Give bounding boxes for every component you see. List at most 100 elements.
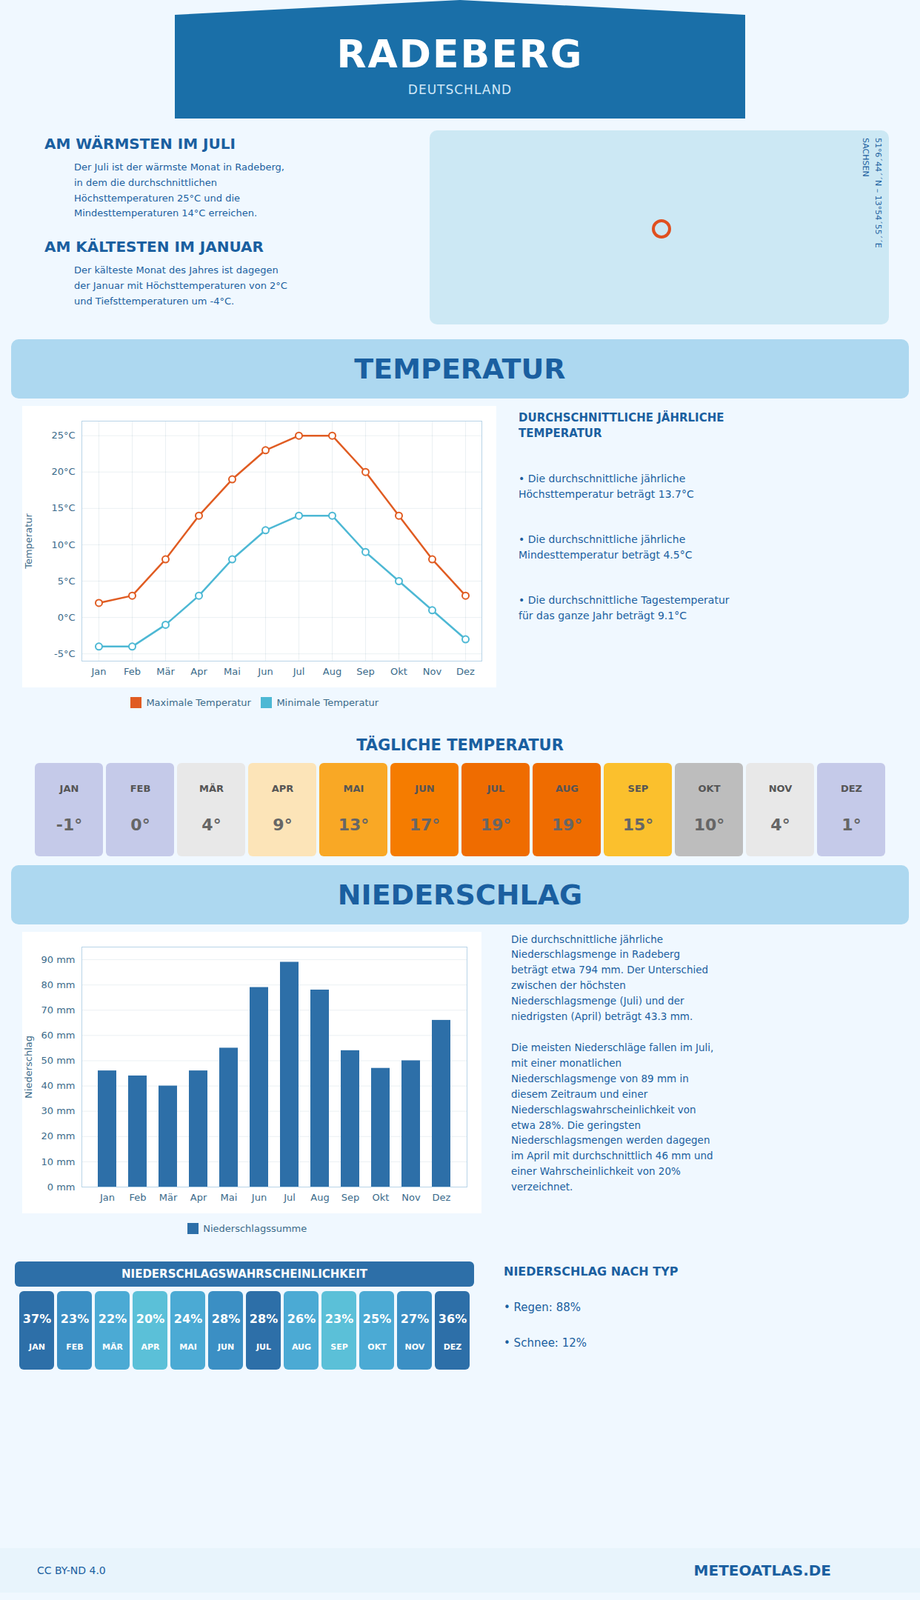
svg-text:9°: 9°: [272, 815, 292, 835]
svg-text:Sep: Sep: [341, 1191, 360, 1203]
svg-text:NOV: NOV: [768, 782, 793, 795]
html-text:RADEBERG: RADEBERG: [336, 31, 584, 77]
html-text:Der Juli ist der wärmste Monat: Der Juli ist der wärmste Monat in Radebe…: [74, 161, 285, 219]
svg-text:80 mm: 80 mm: [40, 978, 75, 990]
svg-text:28%: 28%: [249, 1311, 278, 1326]
html-text:Die durchschnittliche jährlich: Die durchschnittliche jährliche Niedersc…: [511, 932, 714, 1193]
svg-text:JAN: JAN: [28, 1342, 46, 1352]
svg-text:Mär: Mär: [156, 665, 175, 678]
svg-text:OKT: OKT: [698, 782, 721, 795]
svg-text:Jan: Jan: [90, 665, 106, 678]
svg-text:DEZ: DEZ: [840, 782, 863, 795]
svg-text:30 mm: 30 mm: [40, 1105, 75, 1117]
svg-text:Nov: Nov: [422, 665, 443, 678]
svg-text:23%: 23%: [325, 1311, 354, 1326]
svg-text:Apr: Apr: [190, 665, 208, 678]
svg-text:60 mm: 60 mm: [40, 1029, 75, 1041]
svg-text:JAN: JAN: [59, 782, 80, 795]
svg-text:Dez: Dez: [456, 665, 475, 678]
svg-text:MAI: MAI: [179, 1342, 198, 1352]
svg-text:AUG: AUG: [555, 782, 579, 795]
svg-text:Mai: Mai: [223, 665, 241, 678]
svg-text:15°: 15°: [622, 815, 655, 835]
svg-text:19°: 19°: [480, 815, 512, 835]
svg-text:22%: 22%: [98, 1311, 127, 1326]
svg-text:20 mm: 20 mm: [40, 1130, 75, 1142]
svg-text:JUL: JUL: [486, 782, 506, 795]
svg-text:37%: 37%: [22, 1311, 52, 1326]
svg-text:Feb: Feb: [123, 665, 141, 678]
svg-text:19°: 19°: [551, 815, 583, 835]
svg-text:Jan: Jan: [99, 1191, 115, 1203]
svg-text:15°C: 15°C: [51, 502, 75, 514]
svg-text:MÄR: MÄR: [102, 1341, 123, 1352]
svg-text:Temperatur: Temperatur: [22, 513, 35, 570]
svg-text:70 mm: 70 mm: [40, 1003, 75, 1015]
svg-text:DEZ: DEZ: [443, 1342, 463, 1352]
svg-text:APR: APR: [140, 1342, 160, 1352]
svg-text:Okt: Okt: [372, 1191, 390, 1203]
svg-text:Apr: Apr: [190, 1191, 208, 1203]
svg-text:JUN: JUN: [414, 782, 435, 795]
svg-text:AUG: AUG: [291, 1342, 312, 1352]
svg-text:Nov: Nov: [401, 1191, 421, 1203]
svg-text:10°C: 10°C: [51, 539, 75, 551]
svg-text:50 mm: 50 mm: [40, 1054, 75, 1066]
html-text:DURCHSCHNITTLICHE JÄHRLICHE TE: DURCHSCHNITTLICHE JÄHRLICHE TEMPERATUR: [518, 411, 725, 440]
html-text:TEMPERATUR: TEMPERATUR: [354, 352, 566, 386]
svg-text:Jun: Jun: [251, 1191, 267, 1203]
svg-text:JUN: JUN: [217, 1342, 235, 1352]
svg-text:90 mm: 90 mm: [40, 953, 75, 965]
svg-text:Niederschlag: Niederschlag: [22, 1035, 35, 1099]
svg-text:13°: 13°: [338, 815, 370, 835]
svg-text:5°C: 5°C: [57, 575, 76, 587]
svg-text:27%: 27%: [400, 1311, 429, 1326]
svg-text:FEB: FEB: [130, 782, 152, 795]
svg-text:Jul: Jul: [282, 1191, 296, 1203]
svg-text:Dez: Dez: [432, 1191, 452, 1203]
svg-text:0°C: 0°C: [57, 611, 76, 623]
svg-text:APR: APR: [271, 782, 295, 795]
svg-text:0°: 0°: [130, 815, 150, 835]
svg-text:JUL: JUL: [255, 1342, 272, 1352]
svg-text:24%: 24%: [174, 1311, 203, 1326]
svg-text:MAI: MAI: [343, 782, 365, 795]
svg-text:4°: 4°: [770, 815, 790, 835]
svg-text:Jul: Jul: [292, 665, 306, 678]
svg-text:36%: 36%: [438, 1311, 467, 1326]
html-text:• Die durchschnittliche jährli: • Die durchschnittliche jährliche Mindes…: [518, 533, 693, 561]
html-text:• Die durchschnittliche jährli: • Die durchschnittliche jährliche Höchst…: [518, 472, 694, 500]
html-text:NIEDERSCHLAG: NIEDERSCHLAG: [337, 878, 583, 911]
svg-text:MÄR: MÄR: [199, 782, 224, 795]
svg-text:Sep: Sep: [356, 665, 375, 678]
svg-text:-5°C: -5°C: [54, 648, 76, 660]
svg-text:-1°: -1°: [56, 815, 83, 835]
svg-text:20°C: 20°C: [51, 465, 75, 478]
svg-text:OKT: OKT: [367, 1342, 387, 1352]
svg-text:Aug: Aug: [322, 665, 342, 678]
svg-text:Feb: Feb: [128, 1191, 146, 1203]
svg-text:28%: 28%: [211, 1311, 240, 1326]
svg-text:10 mm: 10 mm: [40, 1155, 75, 1167]
svg-text:Mai: Mai: [220, 1191, 238, 1203]
html-text:Der kälteste Monat des Jahres: Der kälteste Monat des Jahres ist dagege…: [74, 264, 288, 307]
svg-text:1°: 1°: [841, 815, 861, 835]
svg-text:40 mm: 40 mm: [40, 1080, 75, 1092]
svg-text:SEP: SEP: [628, 782, 649, 795]
svg-text:25%: 25%: [362, 1311, 392, 1326]
svg-text:4°: 4°: [201, 815, 221, 835]
svg-text:SEP: SEP: [330, 1342, 349, 1352]
svg-text:Jun: Jun: [257, 665, 273, 678]
svg-text:26%: 26%: [287, 1311, 316, 1326]
svg-text:FEB: FEB: [65, 1342, 83, 1352]
svg-text:17°: 17°: [409, 815, 441, 835]
svg-text:20%: 20%: [136, 1311, 165, 1326]
svg-text:Mär: Mär: [159, 1191, 178, 1203]
svg-text:10°: 10°: [694, 815, 726, 835]
svg-text:Aug: Aug: [310, 1191, 329, 1203]
svg-text:23%: 23%: [60, 1311, 89, 1326]
svg-text:0 mm: 0 mm: [47, 1180, 76, 1192]
svg-text:25°C: 25°C: [51, 429, 75, 441]
svg-text:NOV: NOV: [405, 1342, 426, 1352]
svg-text:Okt: Okt: [390, 665, 408, 678]
